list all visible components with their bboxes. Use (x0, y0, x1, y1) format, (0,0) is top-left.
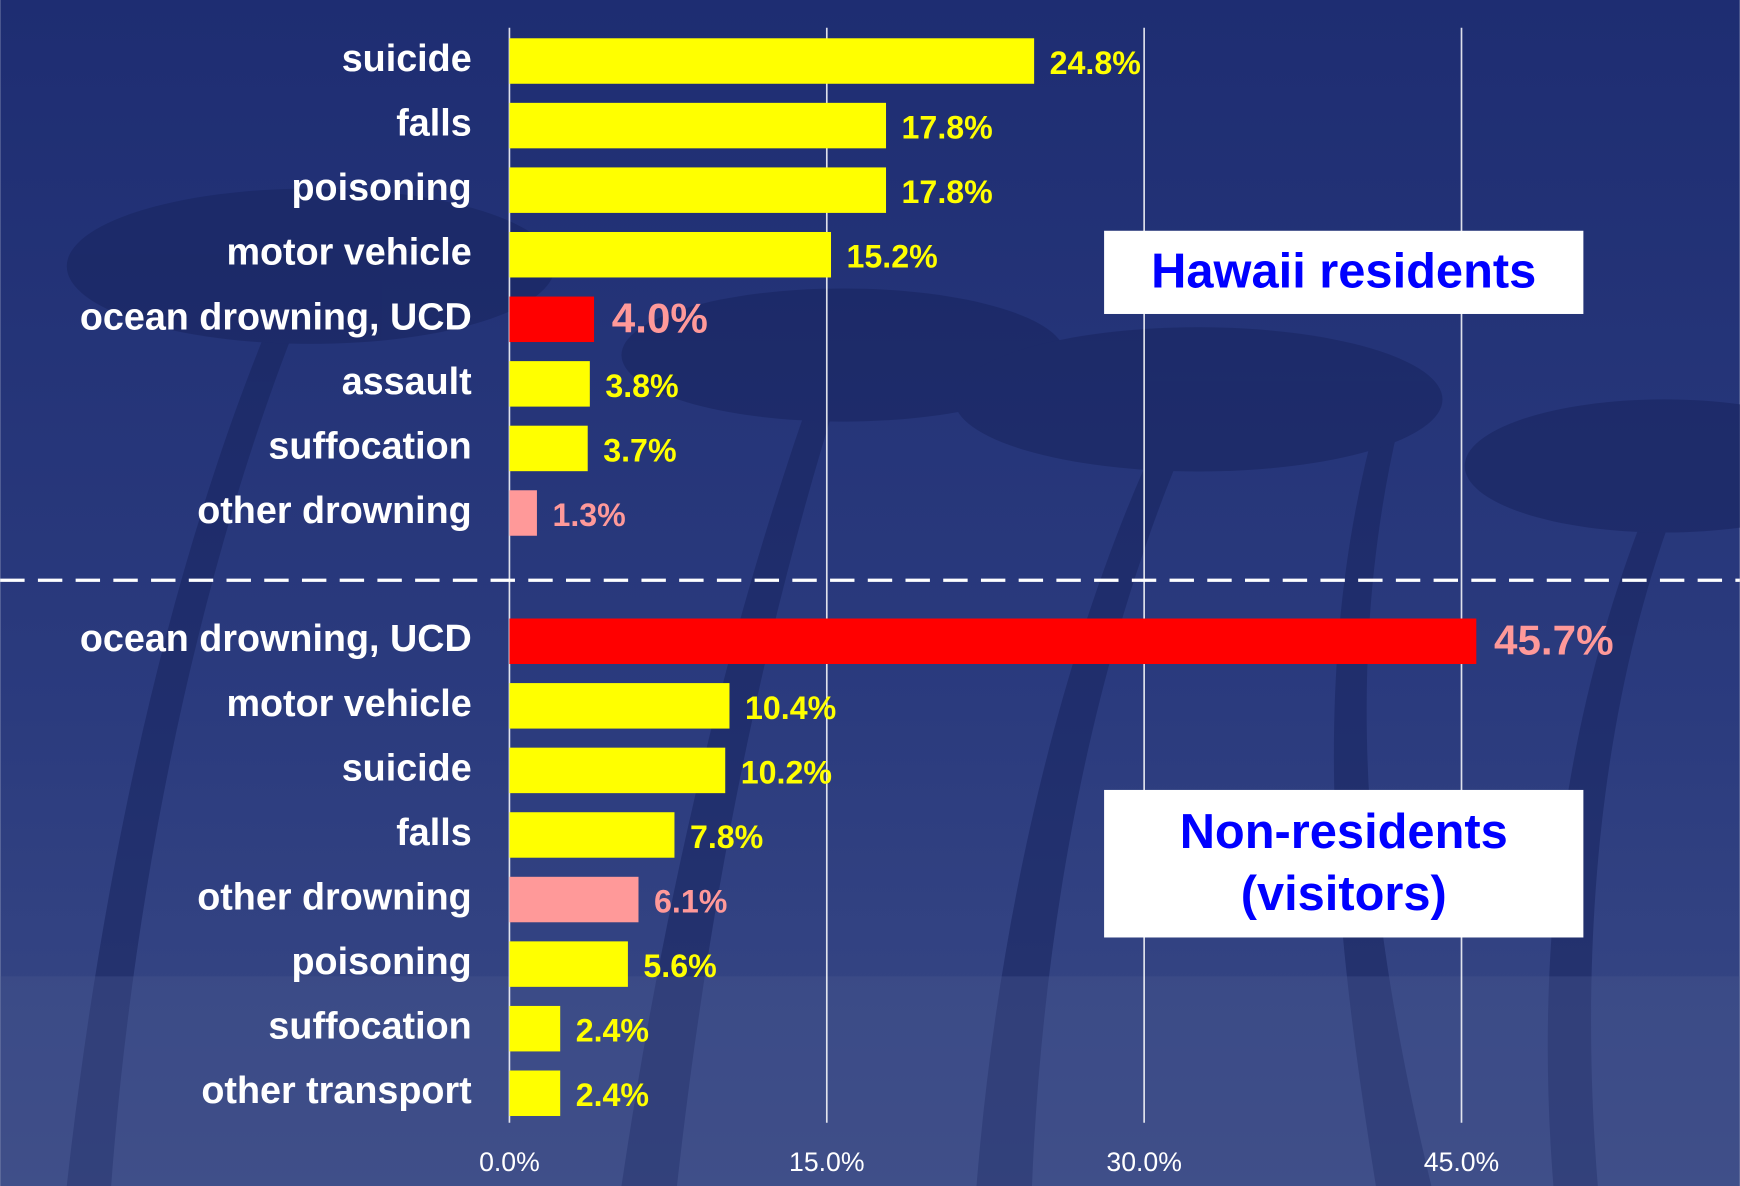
value-label: 2.4% (576, 1077, 649, 1113)
category-label: suicide (342, 37, 472, 79)
value-label: 10.2% (741, 754, 832, 790)
value-label: 6.1% (654, 883, 727, 919)
x-tick-label: 0.0% (479, 1147, 540, 1177)
bar (509, 618, 1477, 665)
bar (509, 1070, 561, 1116)
value-label: 10.4% (745, 690, 836, 726)
bar (509, 747, 726, 794)
annotation-box (1104, 230, 1584, 314)
value-label: 4.0% (612, 295, 708, 342)
bar (509, 425, 588, 472)
bar (509, 167, 887, 213)
value-label: 5.6% (643, 948, 716, 984)
bar (509, 1005, 561, 1052)
horizon (0, 976, 1740, 1186)
category-label: other drowning (197, 489, 471, 531)
bar (509, 941, 628, 987)
annotation-box (1104, 789, 1584, 938)
category-label: falls (396, 811, 471, 853)
category-label: ocean drowning, UCD (80, 295, 472, 337)
value-label: 3.7% (603, 432, 676, 468)
x-tick-label: 45.0% (1424, 1147, 1499, 1177)
category-label: other transport (201, 1069, 472, 1111)
category-label: suicide (342, 746, 472, 788)
category-label: poisoning (292, 166, 472, 208)
value-label: 24.8% (1050, 45, 1141, 81)
value-label: 7.8% (690, 819, 763, 855)
value-label: 3.8% (605, 368, 678, 404)
value-label: 17.8% (902, 174, 993, 210)
value-label: 15.2% (847, 239, 938, 275)
value-label: 2.4% (576, 1013, 649, 1049)
bar (509, 296, 595, 343)
category-label: assault (342, 360, 472, 402)
bar (509, 876, 639, 923)
x-tick-label: 15.0% (789, 1147, 864, 1177)
category-label: motor vehicle (226, 231, 471, 273)
bar (509, 231, 832, 278)
value-label: 1.3% (552, 497, 625, 533)
x-tick-label: 30.0% (1106, 1147, 1181, 1177)
category-label: ocean drowning, UCD (80, 617, 472, 659)
category-label: motor vehicle (226, 682, 471, 724)
category-label: suffocation (268, 424, 471, 466)
bar (509, 683, 730, 729)
palm-silhouettes (66, 188, 1740, 1186)
category-label: poisoning (292, 940, 472, 982)
category-label: falls (396, 102, 471, 144)
category-label: suffocation (268, 1005, 471, 1047)
bar (509, 361, 590, 407)
category-label: other drowning (197, 876, 471, 918)
bar (509, 490, 537, 536)
value-label: 17.8% (902, 110, 993, 146)
bars: suicide 24.8% falls 17.8% poisoning 17.8% moto… (80, 37, 1614, 1116)
bar (509, 812, 675, 858)
grid: 0.0% 15.0% 30.0% 45.0% (479, 27, 1499, 1177)
bar (509, 102, 887, 149)
group-annotation: (visitors) (1241, 867, 1447, 921)
group-annotation: Non-residents (1180, 805, 1508, 859)
value-label: 45.7% (1494, 617, 1614, 664)
group-annotation: Hawaii residents (1151, 244, 1536, 298)
bar (509, 38, 1035, 84)
